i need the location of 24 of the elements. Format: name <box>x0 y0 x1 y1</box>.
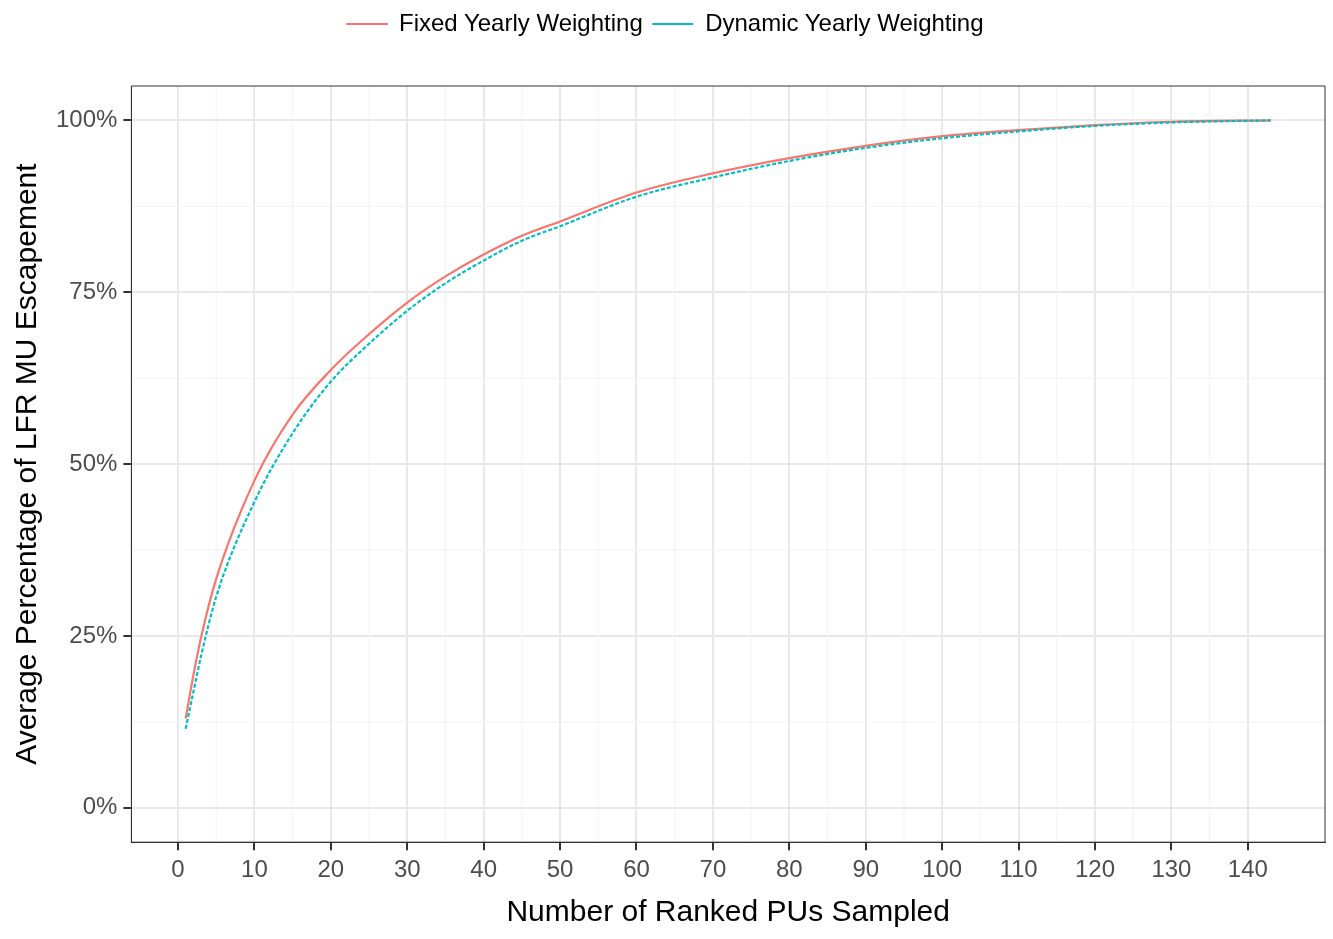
y-tick-label: 0% <box>82 792 118 820</box>
x-tick-label: 130 <box>1151 855 1192 883</box>
x-tick-label: 70 <box>699 855 727 883</box>
y-tick-label: 100% <box>55 105 118 132</box>
y-axis-title: Average Percentage of LFR MU Escapement <box>9 162 43 765</box>
legend-label: Dynamic Yearly Weighting <box>705 8 984 36</box>
x-tick-label: 90 <box>852 855 880 883</box>
x-tick-label: 40 <box>470 855 498 883</box>
x-tick-label: 80 <box>775 855 803 883</box>
x-tick-label: 30 <box>393 855 421 883</box>
x-tick-label: 110 <box>999 855 1038 883</box>
legend-label: Fixed Yearly Weighting <box>399 8 643 36</box>
x-tick-label: 20 <box>317 855 345 883</box>
x-tick-label: 50 <box>546 855 574 883</box>
x-tick-label: 140 <box>1227 855 1268 883</box>
x-tick-label: 120 <box>1074 855 1116 883</box>
x-tick-label: 60 <box>623 855 650 883</box>
y-tick-label: 75% <box>69 276 118 304</box>
x-axis-title: Number of Ranked PUs Sampled <box>506 894 950 928</box>
y-tick-label: 50% <box>69 448 118 476</box>
x-tick-label: 100 <box>922 855 963 883</box>
y-tick-label: 25% <box>69 620 118 648</box>
x-tick-label: 10 <box>241 855 268 883</box>
x-tick-label: 0 <box>171 855 185 883</box>
